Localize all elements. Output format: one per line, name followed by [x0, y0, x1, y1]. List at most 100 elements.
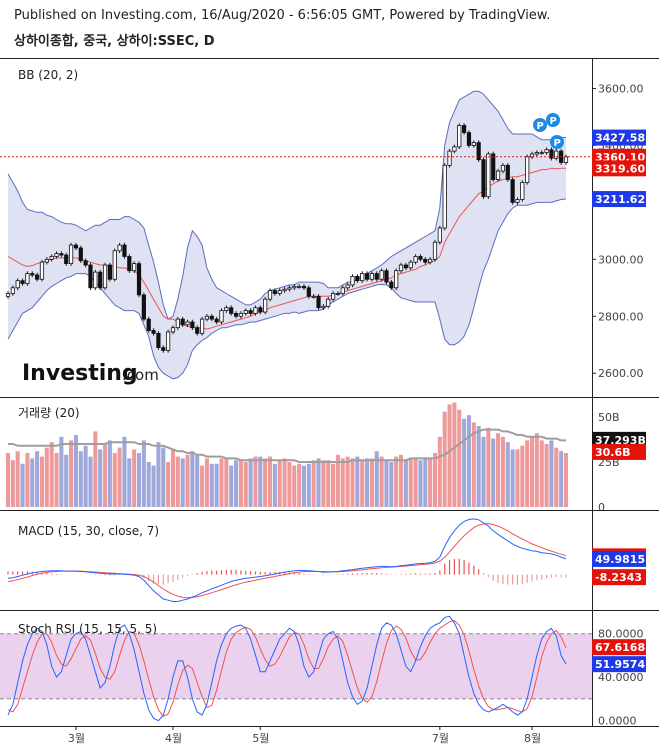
volume-bar: [399, 454, 404, 507]
price-tag: 3427.58: [592, 129, 646, 146]
candle-body: [122, 244, 127, 257]
candle-body: [510, 179, 515, 203]
volume-bar: [229, 465, 234, 507]
volume-tag: 30.6B: [592, 443, 646, 460]
candle-body: [311, 295, 316, 298]
candle: [20, 278, 25, 286]
candle: [156, 331, 161, 350]
candle-body: [146, 318, 151, 331]
p-marker-label: P: [537, 121, 544, 132]
volume-bar: [20, 463, 25, 507]
candle-body: [403, 264, 408, 269]
x-tick-label: 7월: [432, 732, 449, 745]
volume-bar: [54, 453, 59, 507]
candle: [93, 269, 98, 291]
candle-body: [127, 256, 132, 272]
candle-body: [471, 142, 476, 146]
volume-bar: [340, 458, 345, 507]
candle-body: [462, 125, 467, 134]
candle-body: [384, 270, 389, 283]
candle: [132, 261, 137, 273]
candle: [30, 271, 35, 278]
volume-bar: [457, 409, 462, 507]
candle: [301, 284, 307, 291]
price-tick-label: 2600.00: [598, 367, 644, 380]
volume-bar: [39, 456, 44, 507]
rsi-band: [0, 633, 592, 699]
volume-bar: [534, 433, 539, 507]
candle-body: [432, 241, 438, 260]
macd-line: [7, 518, 567, 602]
p-marker-label: P: [554, 138, 561, 149]
volume-bar: [224, 458, 229, 507]
candle: [423, 257, 428, 265]
candle-body: [539, 152, 544, 154]
volume-bar: [442, 411, 447, 507]
volume-tag-label: 37.293B: [595, 434, 646, 447]
candle-body: [340, 287, 345, 294]
price-tag-bg: [592, 191, 646, 208]
candle: [88, 262, 93, 291]
volume-bar: [447, 404, 452, 507]
volume-bar: [462, 418, 467, 507]
volume-bar: [510, 449, 515, 507]
candle-body: [457, 125, 462, 148]
candle-body: [505, 164, 510, 180]
volume-bar: [544, 444, 549, 507]
volume-bar: [78, 451, 83, 507]
candle-body: [180, 318, 185, 326]
volume-bar: [127, 458, 132, 507]
candle-body: [277, 290, 282, 294]
candle-body: [272, 290, 277, 294]
candle-body: [175, 318, 180, 329]
candle-body: [369, 273, 375, 280]
volume-bar: [452, 402, 457, 507]
candle-body: [413, 256, 418, 263]
candle-body: [238, 313, 244, 317]
volume-bar: [93, 431, 98, 507]
volume-bar: [520, 445, 525, 507]
volume-bar: [471, 422, 476, 507]
candle-body: [117, 244, 122, 252]
volume-bar: [350, 458, 355, 507]
candle-body: [442, 164, 447, 229]
candle: [316, 294, 321, 311]
candle: [263, 296, 268, 315]
candle-body: [520, 182, 525, 200]
candle-body: [88, 264, 93, 289]
candle: [491, 151, 496, 182]
candle: [403, 262, 408, 271]
volume-bar: [428, 458, 433, 507]
investing-logo: Investing.com: [22, 361, 159, 386]
candle-body: [345, 284, 350, 289]
candle: [175, 316, 180, 330]
p-marker-dot: [550, 135, 564, 149]
volume-bar: [505, 442, 510, 507]
candle-body: [39, 261, 45, 280]
volume-bar: [258, 456, 263, 507]
volume-bar: [73, 435, 78, 507]
volume-bar: [418, 460, 423, 507]
stoch-rsi-k-line: [7, 615, 567, 722]
candle-body: [170, 327, 176, 333]
price-tick-label: 3600.00: [598, 82, 644, 95]
stoch-rsi-d-line: [7, 620, 567, 717]
candle-body: [112, 250, 117, 280]
candle: [83, 258, 88, 268]
volume-bar: [549, 440, 554, 507]
volume-bar: [253, 456, 258, 507]
rsi-tag: 67.6168: [592, 639, 646, 656]
volume-bar: [59, 436, 64, 507]
candle: [544, 147, 549, 155]
candle: [229, 305, 234, 316]
rsi-tick-label: 0.0000: [598, 715, 637, 728]
candle-body: [418, 256, 423, 260]
volume-bar: [195, 454, 200, 507]
candle: [481, 157, 486, 199]
candle-body: [301, 285, 307, 289]
volume-bar: [175, 456, 180, 507]
macd-tag: -8.2343: [592, 569, 646, 586]
x-tick-label: 8월: [524, 732, 541, 745]
volume-bar: [335, 454, 340, 507]
symbol-title: 상하이종합, 중국, 상하이:SSEC, D: [14, 34, 215, 49]
